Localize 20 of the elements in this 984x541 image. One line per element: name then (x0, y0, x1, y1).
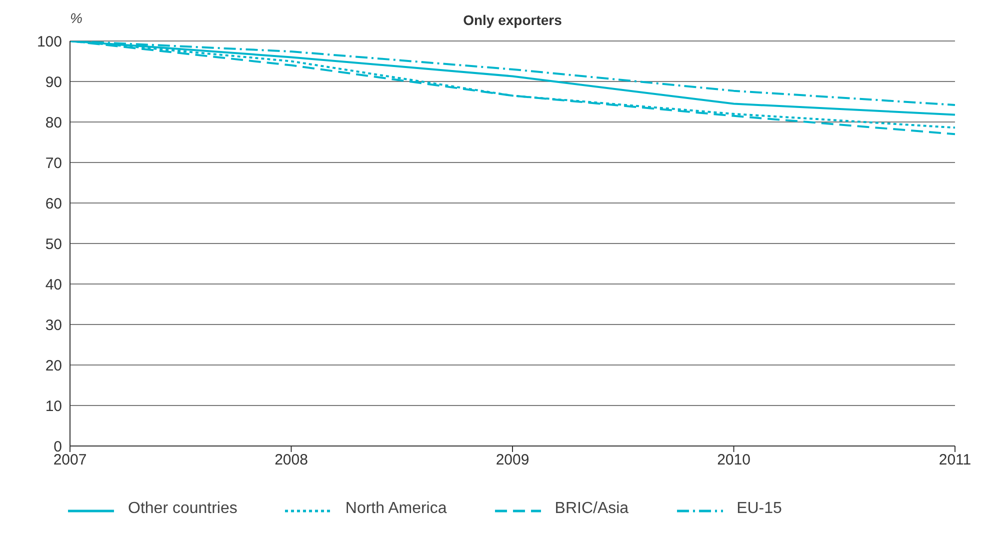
legend-label: North America (345, 500, 447, 518)
x-tick-label: 2010 (717, 452, 750, 469)
legend-label: EU-15 (736, 500, 782, 518)
x-tick-label: 2009 (496, 452, 530, 469)
y-tick-label: 80 (45, 114, 62, 132)
chart-title: Only exporters (463, 12, 562, 28)
y-tick-label: 50 (45, 236, 62, 253)
x-tick-label: 2008 (274, 452, 308, 469)
y-tick-label: 60 (45, 195, 62, 212)
legend-label: BRIC/Asia (554, 500, 629, 518)
legend-label: Other countries (128, 500, 238, 518)
y-tick-label: 100 (36, 33, 62, 50)
x-tick-label: 2011 (938, 452, 972, 469)
y-axis-title: % (70, 10, 82, 26)
y-tick-label: 20 (45, 357, 62, 374)
y-tick-label: 40 (45, 276, 62, 294)
y-tick-label: 70 (45, 154, 62, 172)
y-tick-label: 90 (45, 74, 62, 91)
y-tick-label: 30 (45, 316, 62, 334)
y-tick-label: 10 (45, 398, 62, 415)
